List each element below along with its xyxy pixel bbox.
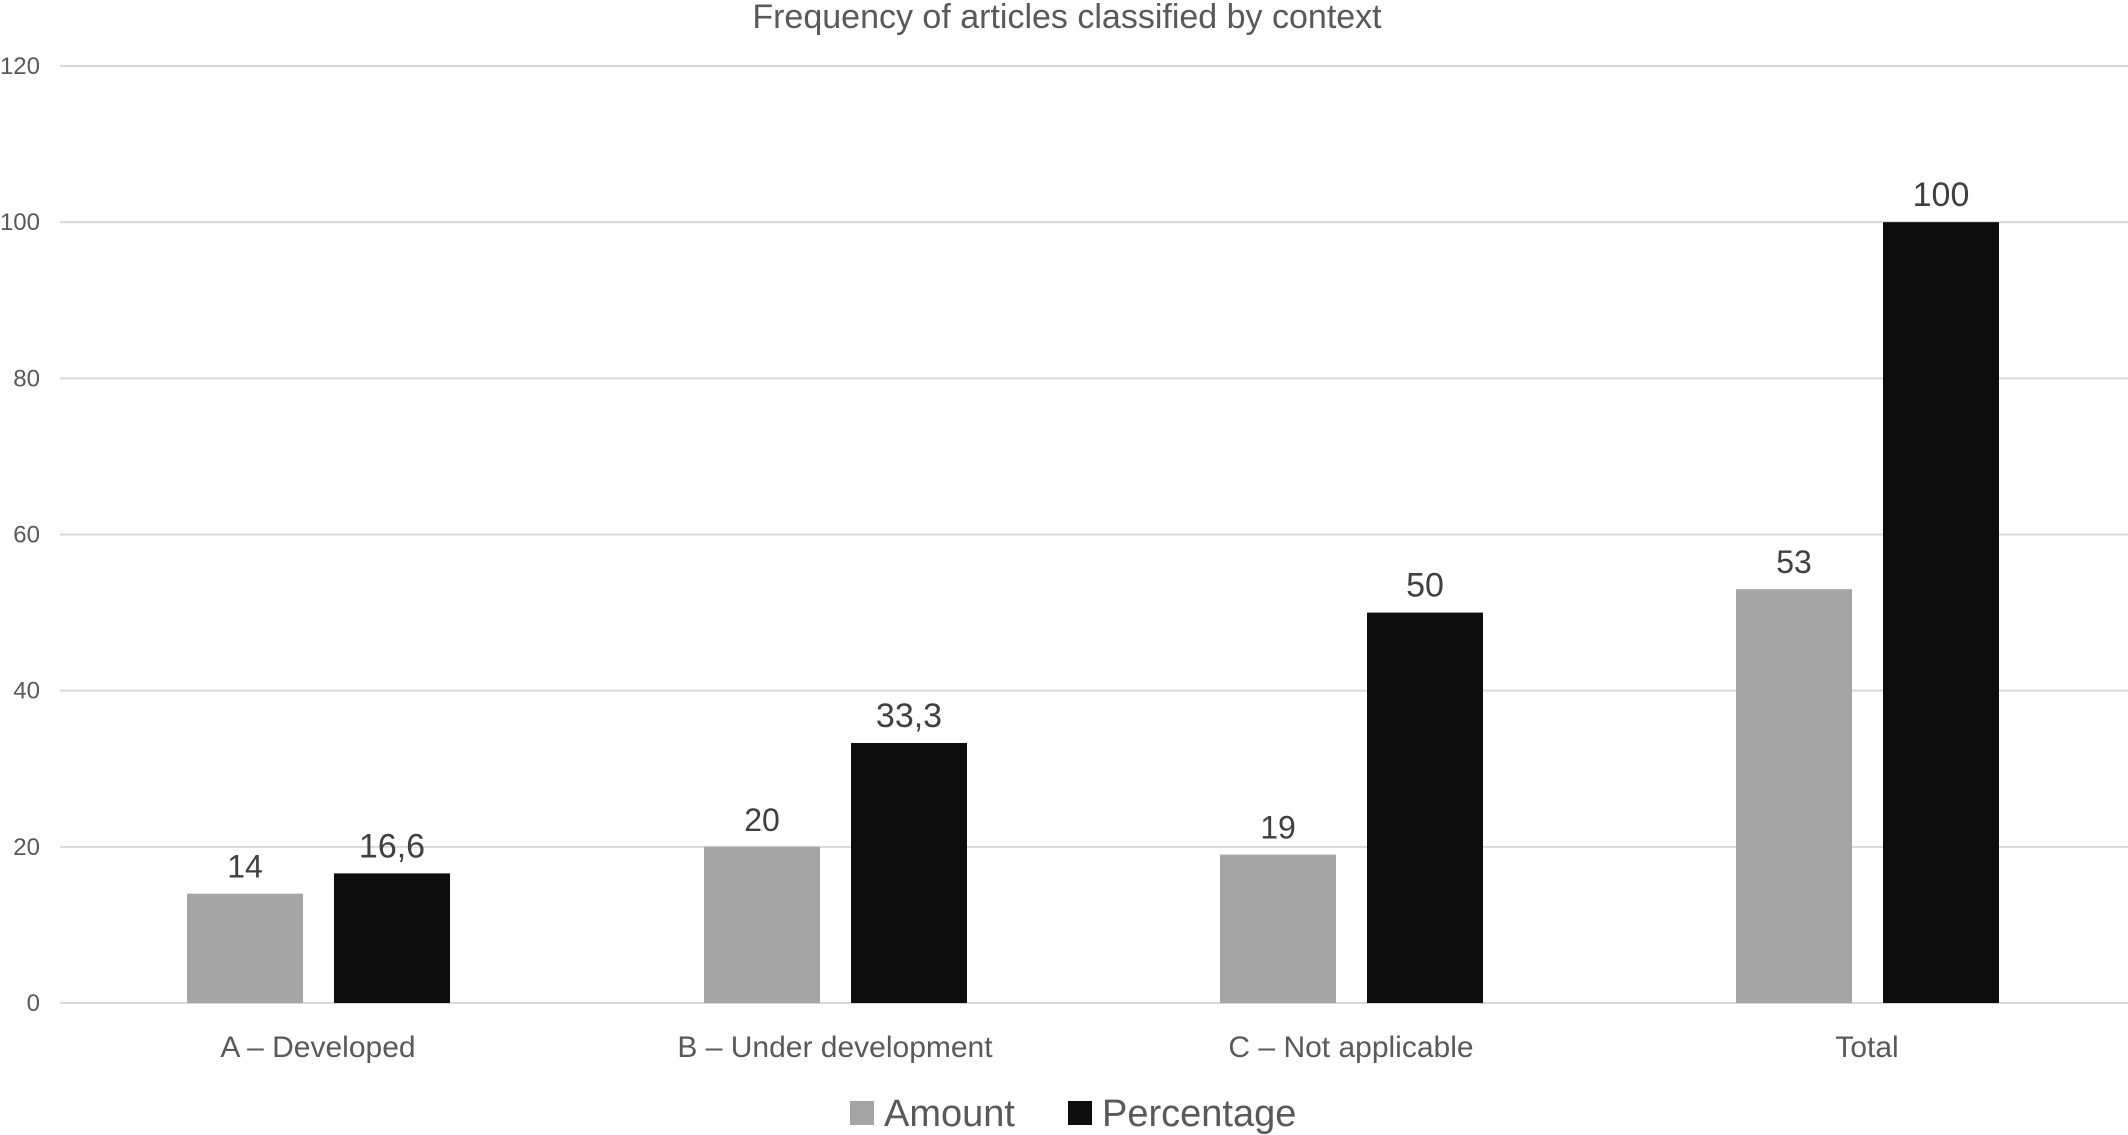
y-tick-label-80: 80 bbox=[13, 365, 40, 392]
legend-swatch-percentage bbox=[1068, 1101, 1092, 1125]
legend-label-percentage: Percentage bbox=[1102, 1093, 1296, 1135]
data-label-amount-2: 19 bbox=[1260, 810, 1296, 846]
bar-percentage-3 bbox=[1883, 222, 1999, 1003]
y-tick-label-120: 120 bbox=[0, 53, 40, 80]
bar-percentage-2 bbox=[1367, 612, 1483, 1003]
y-tick-label-20: 20 bbox=[13, 834, 40, 861]
data-label-amount-3: 53 bbox=[1776, 544, 1812, 580]
bar-amount-1 bbox=[704, 846, 820, 1003]
data-label-amount-0: 14 bbox=[227, 849, 263, 885]
data-labels: 14 20 19 53 16,6 33,3 50 100 bbox=[227, 176, 1969, 885]
data-label-amount-1: 20 bbox=[744, 802, 780, 838]
y-tick-label-100: 100 bbox=[0, 209, 40, 236]
y-axis-ticks: 0 20 40 60 80 100 120 bbox=[0, 53, 40, 1017]
bar-percentage-1 bbox=[851, 742, 967, 1003]
bar-amount-3 bbox=[1736, 589, 1852, 1003]
data-label-percentage-1: 33,3 bbox=[876, 697, 942, 735]
bar-amount-2 bbox=[1220, 854, 1336, 1003]
gridlines bbox=[60, 65, 2128, 1004]
x-category-label-3: Total bbox=[1835, 1031, 1898, 1064]
x-category-label-1: B – Under development bbox=[677, 1031, 993, 1064]
data-label-percentage-3: 100 bbox=[1913, 176, 1970, 214]
x-category-label-0: A – Developed bbox=[220, 1031, 415, 1064]
x-axis-categories: A – Developed B – Under development C – No… bbox=[220, 1031, 1898, 1064]
bar-amount-0 bbox=[187, 893, 303, 1003]
bars bbox=[187, 222, 1999, 1003]
chart-title: Frequency of articles classified by cont… bbox=[752, 0, 1382, 36]
legend-label-amount: Amount bbox=[884, 1093, 1015, 1135]
data-label-percentage-0: 16,6 bbox=[359, 827, 425, 865]
legend: Amount Percentage bbox=[850, 1093, 1296, 1135]
data-label-percentage-2: 50 bbox=[1406, 567, 1444, 605]
y-tick-label-0: 0 bbox=[27, 990, 40, 1017]
legend-swatch-amount bbox=[850, 1101, 874, 1125]
y-tick-label-60: 60 bbox=[13, 522, 40, 549]
y-tick-label-40: 40 bbox=[13, 678, 40, 705]
bar-percentage-0 bbox=[334, 873, 450, 1003]
x-category-label-2: C – Not applicable bbox=[1228, 1031, 1473, 1064]
